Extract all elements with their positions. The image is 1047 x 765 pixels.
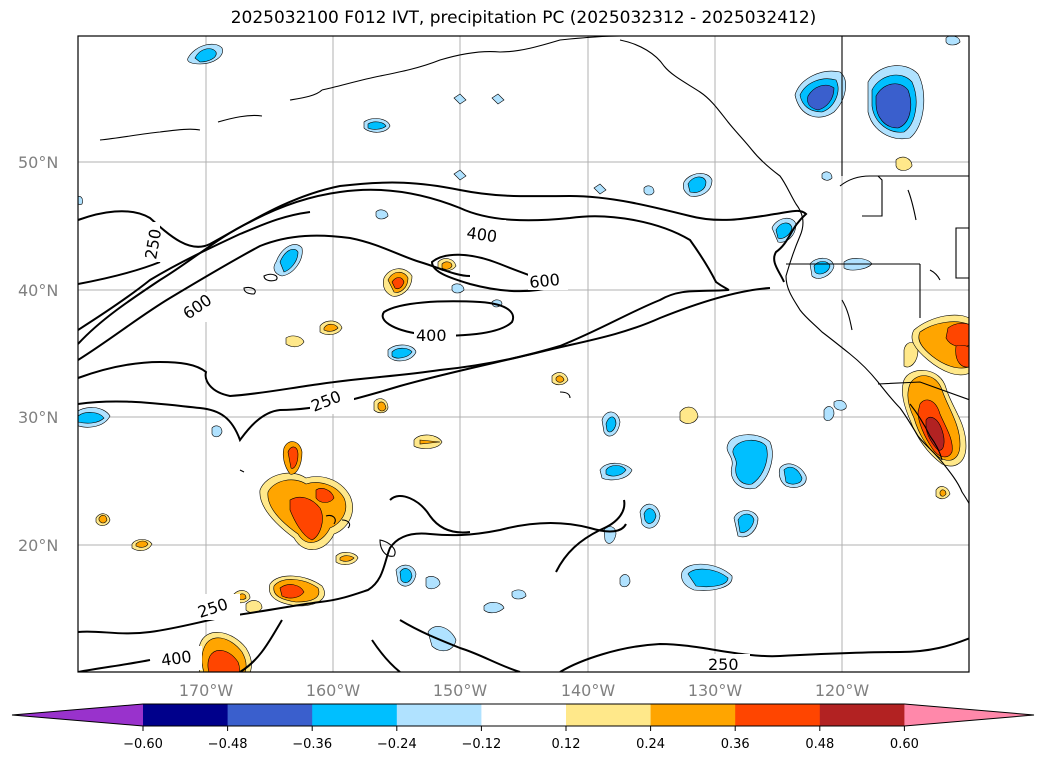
longitude-labels: 170°W 160°W 150°W 140°W 130°W 120°W	[179, 681, 870, 700]
colorbar-bin	[227, 704, 313, 726]
colorbar-tick-label: −0.24	[377, 737, 417, 752]
colorbar-tick-label: −0.12	[461, 737, 501, 752]
lat-label-30n: 30°N	[18, 408, 58, 427]
precip-negative-areas	[78, 36, 961, 652]
colorbar-tick-label: 0.12	[552, 737, 581, 752]
precip-positive-areas	[95, 156, 969, 672]
colorbar-bin	[566, 704, 652, 726]
contour-label-400-north: 400	[465, 223, 498, 246]
lon-label-160w: 160°W	[306, 681, 361, 700]
colorbar-bin	[650, 704, 736, 726]
contour-label-400-center: 400	[416, 326, 447, 345]
lon-label-140w: 140°W	[561, 681, 616, 700]
colorbar-tick-label: −0.48	[208, 737, 248, 752]
lat-label-40n: 40°N	[18, 281, 58, 300]
ivt-contours	[78, 181, 969, 672]
latitude-labels: 50°N 40°N 30°N 20°N	[18, 153, 58, 555]
colorbar-bin	[143, 704, 229, 726]
map-title: 2025032100 F012 IVT, precipitation PC (2…	[230, 8, 817, 28]
colorbar-bin	[312, 704, 398, 726]
colorbar-tick-label: −0.60	[123, 737, 163, 752]
contour-label-400-south: 400	[160, 647, 193, 670]
colorbar-extend-low	[12, 704, 143, 726]
colorbar-tick-label: 0.60	[890, 737, 919, 752]
lon-label-150w: 150°W	[433, 681, 488, 700]
coastlines	[99, 36, 969, 557]
lon-label-130w: 130°W	[688, 681, 743, 700]
colorbar-tick-label: −0.36	[292, 737, 332, 752]
colorbar-tick-label: 0.24	[636, 737, 665, 752]
contour-label-250-southeast: 250	[708, 655, 739, 674]
lat-label-50n: 50°N	[18, 153, 58, 172]
colorbar-extend-high	[904, 704, 1034, 726]
colorbar-tick-label: 0.48	[805, 737, 834, 752]
lon-label-120w: 120°W	[815, 681, 870, 700]
colorbar-bin	[819, 704, 905, 726]
colorbar-bin	[396, 704, 482, 726]
lat-label-20n: 20°N	[18, 536, 58, 555]
colorbar-tick-label: 0.36	[721, 737, 750, 752]
map-frame	[77, 35, 970, 673]
colorbar-bin	[481, 704, 567, 726]
colorbar-bin	[735, 704, 821, 726]
contour-label-600-east: 600	[528, 270, 560, 292]
lon-label-170w: 170°W	[179, 681, 234, 700]
colorbar: −0.60 −0.48 −0.36 −0.24 −0.12 0.12 0.24 0.36 0.4…	[11, 703, 1035, 752]
